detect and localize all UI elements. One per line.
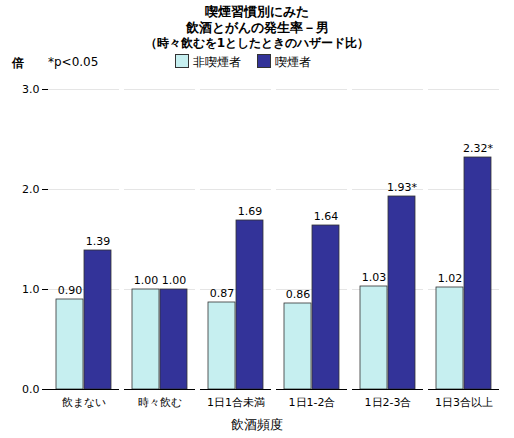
svg-text:1日1合未満: 1日1合未満 [207,396,265,409]
html-text:倍: 倍 [12,56,24,70]
svg-text:1.00: 1.00 [162,274,187,287]
html-text:飲酒頻度: 飲酒頻度 [231,417,283,432]
svg-text:0.0: 0.0 [22,383,40,396]
svg-text:2.0: 2.0 [22,183,40,196]
svg-text:1.00: 1.00 [134,274,159,287]
svg-text:飲まない: 飲まない [62,396,106,409]
svg-text:1.03: 1.03 [362,271,387,284]
html-text:非喫煙者: 非喫煙者 [193,55,241,69]
svg-text:0.90: 0.90 [58,284,83,297]
svg-text:1.93*: 1.93* [387,181,417,194]
html-text:*p<0.05: *p<0.05 [48,55,99,69]
svg-text:1.69: 1.69 [238,205,263,218]
svg-text:時々飲む: 時々飲む [138,396,182,409]
svg-text:1日3合以上: 1日3合以上 [435,396,493,409]
svg-text:0.87: 0.87 [210,287,235,300]
html-text:喫煙習慣別にみた: 喫煙習慣別にみた [205,4,309,19]
html-text:喫煙者: 喫煙者 [275,55,311,69]
svg-text:1.02: 1.02 [438,272,463,285]
svg-text:0.86: 0.86 [286,288,311,301]
svg-text:2.32*: 2.32* [463,142,493,155]
html-text:（時々飲むを1としたときのハザード比）: （時々飲むを1としたときのハザード比） [144,36,370,50]
svg-text:3.0: 3.0 [22,83,40,96]
svg-text:1日1-2合: 1日1-2合 [289,396,336,409]
svg-text:1.0: 1.0 [22,283,40,296]
html-text:飲酒とがんの発生率－男: 飲酒とがんの発生率－男 [185,20,329,35]
svg-text:1日2-3合: 1日2-3合 [365,396,412,409]
svg-text:1.39: 1.39 [86,235,111,248]
svg-text:1.64: 1.64 [314,210,339,223]
